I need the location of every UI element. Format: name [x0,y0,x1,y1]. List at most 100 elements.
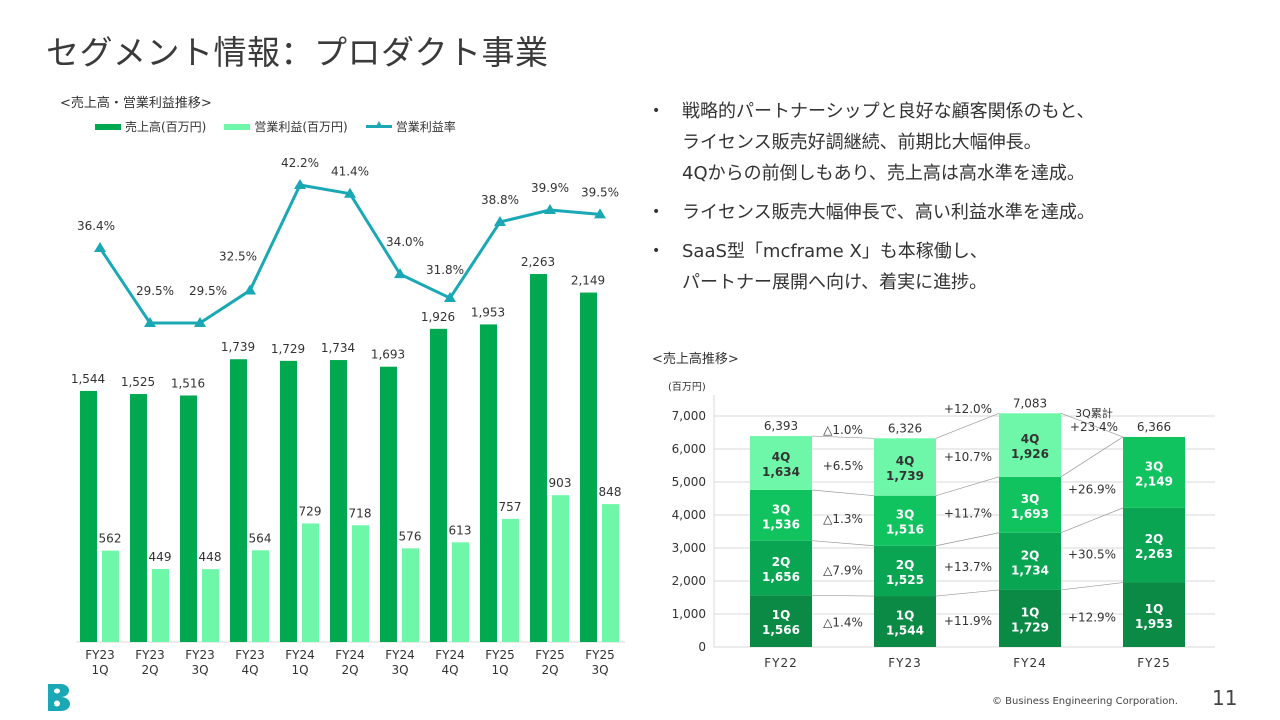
x-tick-label: FY25 [485,648,515,662]
connector-line [811,540,875,547]
profit-bar [252,550,269,642]
stack-segment-2Q [750,540,812,596]
profit-label: 903 [549,476,572,490]
segment-value-label: 1,544 [886,624,924,638]
growth-label-q4: +10.7% [944,450,992,464]
total-label: 6,366 [1137,420,1171,434]
segment-quarter-label: 2Q [772,555,791,569]
x-tick-label: FY25 [585,648,615,662]
x-tick-label: 4Q [241,663,258,677]
revenue-bar [580,292,597,642]
segment-quarter-label: 2Q [1021,548,1040,562]
growth-label-q3: △1.3% [823,512,863,526]
legend-label-margin: 営業利益率 [395,120,456,134]
y-tick-label: 5,000 [672,475,706,489]
growth-label-q2: +13.7% [944,560,992,574]
growth-label-q4: +6.5% [823,459,864,473]
growth-label-q1: +11.9% [944,614,992,628]
segment-value-label: 1,516 [886,523,924,537]
segment-value-label: 1,693 [1011,507,1049,521]
profit-label: 448 [199,550,222,564]
margin-label: 29.5% [189,284,227,298]
x-tick-label: 3Q [591,663,608,677]
stack-segment-3Q [1123,436,1185,508]
segment-quarter-label: 3Q [1145,459,1164,473]
segment-quarter-label: 4Q [896,454,915,468]
stack-segment-2Q [999,532,1061,590]
x-tick-label: FY23 [135,648,165,662]
revenue-bar [230,359,247,642]
bullet-line: 4Qからの前倒しもあり、売上高は高水準を達成。 [682,163,1085,184]
bullet-line: ライセンス販売大幅伸長で、高い利益水準を達成。 [682,202,1095,223]
legend-swatch-margin [365,121,392,128]
profit-bar [552,495,569,642]
revenue-bar [380,366,397,642]
stack-segment-3Q [874,495,936,546]
total-label: 6,393 [764,419,798,433]
y-tick-label: 2,000 [672,574,706,588]
margin-label: 29.5% [136,284,174,298]
revenue-label: 2,263 [521,255,555,269]
connector-line [811,435,875,439]
stack-segment-3Q [999,476,1061,533]
legend-item-margin: 営業利益率 [365,118,456,135]
revenue-label: 1,729 [271,342,305,356]
x-tick-label: 1Q [91,663,108,677]
profit-bar [302,523,319,642]
x-tick-label: FY24 [335,648,365,662]
bullet-line: SaaS型「mcframe X」も本稼働し、 [682,241,988,262]
x-tick-label: FY23 [888,656,922,670]
revenue-label: 1,734 [321,341,355,355]
x-tick-label: FY24 [435,648,465,662]
margin-label: 32.5% [219,249,257,263]
revenue-label: 1,953 [471,305,505,319]
segment-value-label: 1,566 [762,623,800,637]
margin-marker [544,204,556,215]
revenue-bar [280,360,297,642]
margin-marker [494,215,506,226]
growth-label-q1: +12.9% [1068,611,1116,625]
connector-line [935,412,1000,439]
margin-marker [344,187,356,198]
chart-legend: 売上高(百万円) 営業利益(百万円) 営業利益率 [95,118,456,135]
bullet-item: 戦略的パートナーシップと良好な顧客関係のもと、 ライセンス販売好調継続、前期比大… [648,96,1095,189]
margin-marker [294,179,306,189]
growth-label-total: △1.0% [823,423,863,437]
growth-label-q2: +30.5% [1068,547,1116,561]
margin-label: 39.9% [531,181,569,195]
segment-quarter-label: 2Q [1145,532,1164,546]
connector-line [1060,582,1124,591]
revenue-label: 2,149 [571,274,605,288]
connector-line [811,594,875,597]
growth-label-caption: 3Q累計 [1075,406,1113,420]
profit-bar [152,568,169,642]
segment-value-label: 1,656 [762,570,800,584]
legend-swatch-revenue [95,123,121,130]
stack-segment-1Q [874,596,936,647]
connector-line [811,489,875,497]
segment-value-label: 1,953 [1135,617,1173,631]
bullet-item: ライセンス販売大幅伸長で、高い利益水準を達成。 [648,197,1095,228]
profit-label: 576 [399,529,422,543]
revenue-label: 1,926 [421,310,455,324]
legend-label-profit: 営業利益(百万円) [254,120,348,134]
y-tick-label: 0 [698,640,706,654]
x-tick-label: 2Q [341,663,358,677]
profit-bar [202,569,219,642]
segment-value-label: 1,525 [886,573,924,587]
margin-marker [194,317,206,328]
x-tick-label: 2Q [541,663,558,677]
connector-line [935,532,1000,547]
total-label: 7,083 [1013,396,1047,410]
x-tick-label: FY24 [385,648,415,662]
segment-value-label: 2,263 [1135,547,1173,561]
profit-label: 729 [299,504,322,518]
margin-marker [594,208,606,219]
bullet-line: パートナー展開へ向け、着実に進捗。 [682,272,988,293]
legend-label-revenue: 売上高(百万円) [125,120,207,134]
right-chart-title: <売上高推移> [652,352,739,367]
profit-bar [502,518,519,642]
y-axis-unit: (百万円) [668,382,706,393]
revenue-label: 1,525 [121,375,155,389]
